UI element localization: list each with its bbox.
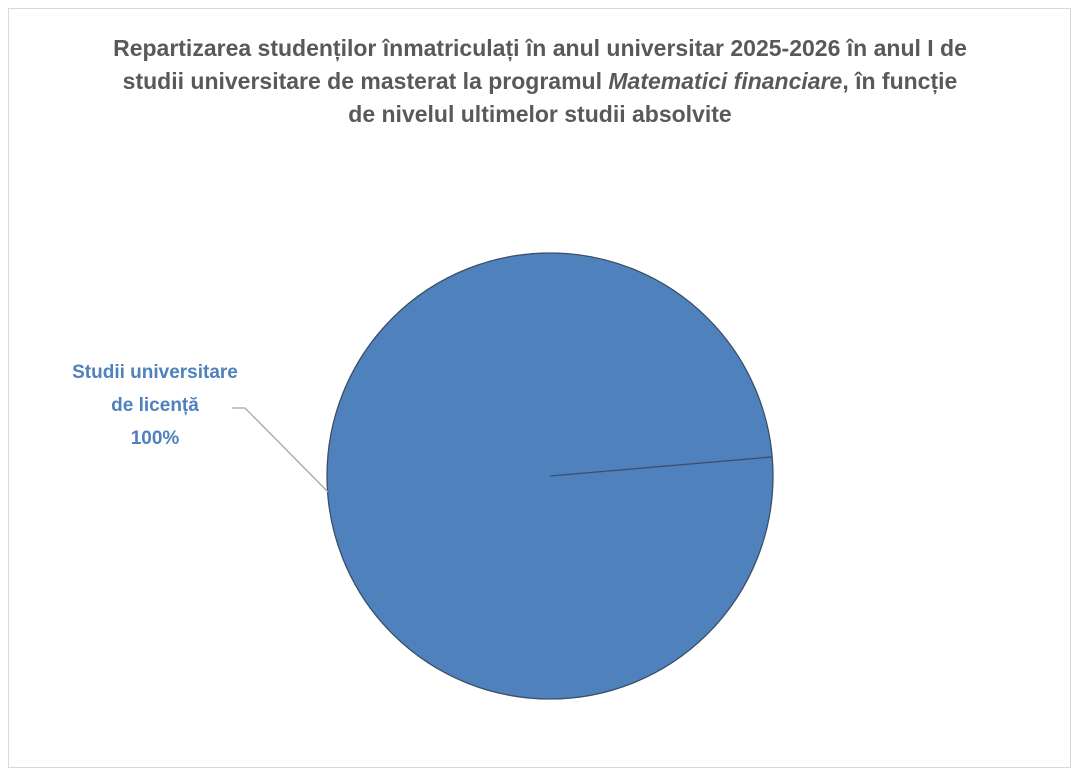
data-label: Studii universitare de licență 100% [72,356,238,455]
title-part: , în funcție de nivelul ultimelor studii… [348,68,958,127]
chart-title: Repartizarea studenților înmatriculați î… [110,32,970,131]
title-part: Repartizarea studenților înmatriculați î… [113,35,967,94]
value-label: 100% [130,428,180,449]
leader-line [232,407,329,493]
category-label: Studii universitare de licență [72,362,238,416]
slice-edge [549,456,773,477]
title-part: Matematici financiare [608,68,843,94]
